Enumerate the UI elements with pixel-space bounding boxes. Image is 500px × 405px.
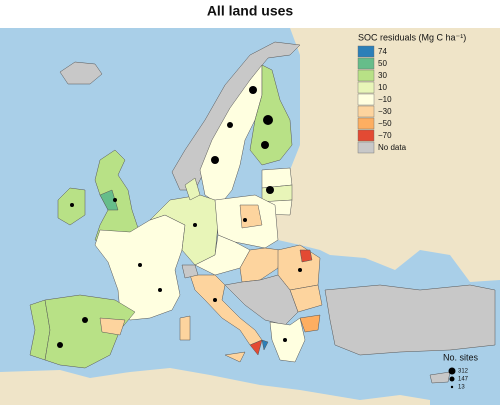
site-dot — [193, 223, 197, 227]
legend-swatch — [357, 129, 375, 142]
region — [324, 284, 496, 356]
legend-swatch — [357, 141, 375, 154]
legend-swatch — [357, 57, 375, 70]
non-eu-land — [275, 28, 500, 282]
legend-swatch — [357, 105, 375, 118]
legend-label: −10 — [378, 95, 392, 104]
sites-legend-dot — [449, 376, 455, 382]
region — [59, 61, 103, 85]
region — [224, 351, 246, 363]
legend-swatch — [357, 93, 375, 106]
site-dot — [243, 218, 247, 222]
site-dot — [298, 268, 302, 272]
legend-title: SOC residuals (Mg C ha⁻¹) — [358, 32, 466, 42]
legend-label: No data — [378, 143, 407, 152]
legend-swatch — [357, 81, 375, 94]
legend-label: 50 — [378, 59, 387, 68]
site-dot — [57, 342, 63, 348]
region — [249, 64, 293, 166]
sites-legend-label: 312 — [458, 369, 469, 375]
land — [0, 28, 500, 405]
site-dot — [211, 156, 219, 164]
map-title: All land uses — [207, 3, 294, 19]
region — [239, 204, 263, 229]
site-dot — [263, 115, 273, 125]
sites-legend-dot — [448, 367, 456, 375]
legend-swatch — [357, 117, 375, 130]
site-dot — [213, 298, 217, 302]
region — [261, 167, 293, 189]
region — [249, 339, 263, 356]
region — [184, 177, 201, 201]
site-dot — [138, 263, 142, 267]
site-dots — [57, 86, 302, 348]
sites-legend-label: 147 — [458, 377, 469, 383]
legend-label: −50 — [378, 119, 392, 128]
region — [194, 234, 251, 276]
region — [299, 249, 313, 263]
region — [181, 264, 199, 279]
legend-label: −30 — [378, 107, 392, 116]
region — [261, 184, 293, 203]
region — [44, 294, 136, 369]
sites-legend-title: No. sites — [443, 352, 479, 362]
region — [269, 317, 306, 363]
region — [429, 371, 451, 384]
region — [299, 314, 321, 333]
legend: SOC residuals (Mg C ha⁻¹) 74 50 30 10 −10 −30… — [357, 32, 466, 154]
site-dot — [266, 186, 274, 194]
legend-swatch — [357, 45, 375, 58]
legend-label: 74 — [378, 47, 387, 56]
non-eu-land — [0, 368, 430, 405]
site-dot — [158, 288, 162, 292]
legend-swatch — [357, 69, 375, 82]
site-dot — [261, 141, 269, 149]
legend-label: −70 — [378, 131, 392, 140]
site-dot — [283, 338, 287, 342]
site-dot — [227, 122, 233, 128]
region — [99, 317, 126, 336]
site-dot — [249, 86, 257, 94]
site-dot — [113, 198, 117, 202]
legend-label: 30 — [378, 71, 387, 80]
region — [179, 315, 191, 341]
site-dot — [82, 317, 88, 323]
sites-legend-dot — [450, 385, 454, 389]
region — [261, 339, 269, 351]
legend-label: 10 — [378, 83, 387, 92]
region — [99, 189, 119, 211]
site-dot — [70, 203, 74, 207]
sites-legend: No. sites 312 147 13 — [443, 352, 479, 390]
region — [224, 274, 299, 326]
sites-legend-label: 13 — [458, 385, 465, 391]
